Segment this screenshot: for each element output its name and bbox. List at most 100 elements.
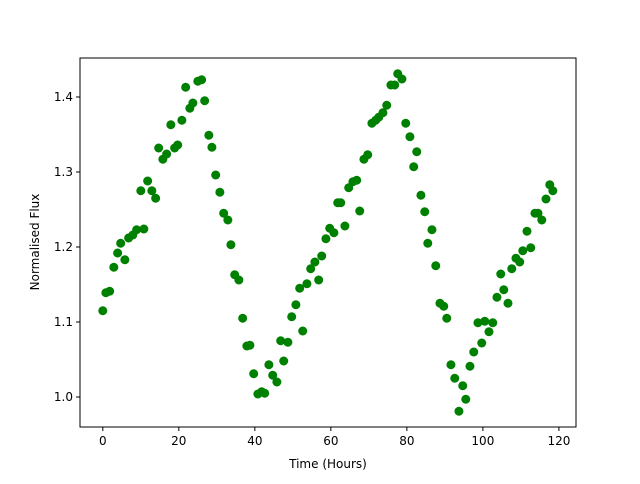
point [465,361,475,371]
point [355,206,365,216]
y-tick-label: 1.0 [54,390,73,404]
point [154,143,164,153]
point [234,275,244,285]
point [181,82,191,92]
x-tick-label: 80 [399,434,414,448]
x-tick-label: 0 [99,434,107,448]
point [473,318,483,328]
point [488,318,498,328]
y-axis-label: Normalised Flux [28,194,42,291]
point [132,225,142,235]
point [340,221,350,231]
point [458,381,468,391]
point [352,175,362,185]
point [260,388,270,398]
point [177,115,187,125]
point [329,228,339,238]
point [405,132,415,142]
point [223,215,233,225]
point [363,150,373,160]
point [537,215,547,225]
point [143,176,153,186]
point [238,313,248,323]
point [499,285,509,295]
x-tick-label: 120 [547,434,570,448]
point [439,301,449,311]
point [314,275,324,285]
point [420,207,430,217]
point [336,198,346,208]
point [298,326,308,336]
point [484,327,494,337]
point [264,360,274,370]
point [431,261,441,271]
point [541,194,551,204]
point [226,240,236,250]
point [113,248,123,258]
point [409,162,419,172]
point [116,238,126,248]
point [416,190,426,200]
x-tick-label: 60 [323,434,338,448]
point [249,369,259,379]
point [442,313,452,323]
point [412,147,422,157]
point [109,262,119,272]
point [469,347,479,357]
point [477,338,487,348]
point [515,257,525,267]
point [162,149,172,159]
point [279,356,289,366]
point [268,370,278,380]
point [390,80,400,90]
x-tick-label: 100 [471,434,494,448]
point [291,300,301,310]
point [533,208,543,218]
point [197,75,207,85]
point [306,264,316,274]
point [427,225,437,235]
point [450,373,460,383]
point [548,186,558,196]
x-tick-label: 20 [171,434,186,448]
point [401,118,411,128]
point [321,234,331,244]
point [317,251,327,261]
point [461,394,471,404]
point [518,246,528,256]
point [207,142,217,152]
point [136,186,146,196]
y-tick-label: 1.3 [54,165,73,179]
plot-frame [79,57,577,428]
point [302,279,312,289]
point [397,74,407,84]
point [211,170,221,180]
point [245,340,255,350]
point [151,193,161,203]
point [98,306,108,316]
point [378,108,388,118]
point [480,316,490,326]
point [215,187,225,197]
point [503,298,513,308]
point [204,130,214,140]
point [496,269,506,279]
point [446,360,456,370]
y-tick-label: 1.2 [54,240,73,254]
x-tick-label: 40 [247,434,262,448]
point [272,377,282,387]
point [200,96,210,106]
point [310,257,320,267]
point [287,312,297,322]
point [423,238,433,248]
point [188,98,198,108]
point [283,337,293,347]
point [295,283,305,293]
point [120,255,130,265]
point [166,120,176,130]
y-tick-label: 1.1 [54,315,73,329]
x-axis-label: Time (Hours) [288,457,367,471]
point [139,224,149,234]
point [147,186,157,196]
